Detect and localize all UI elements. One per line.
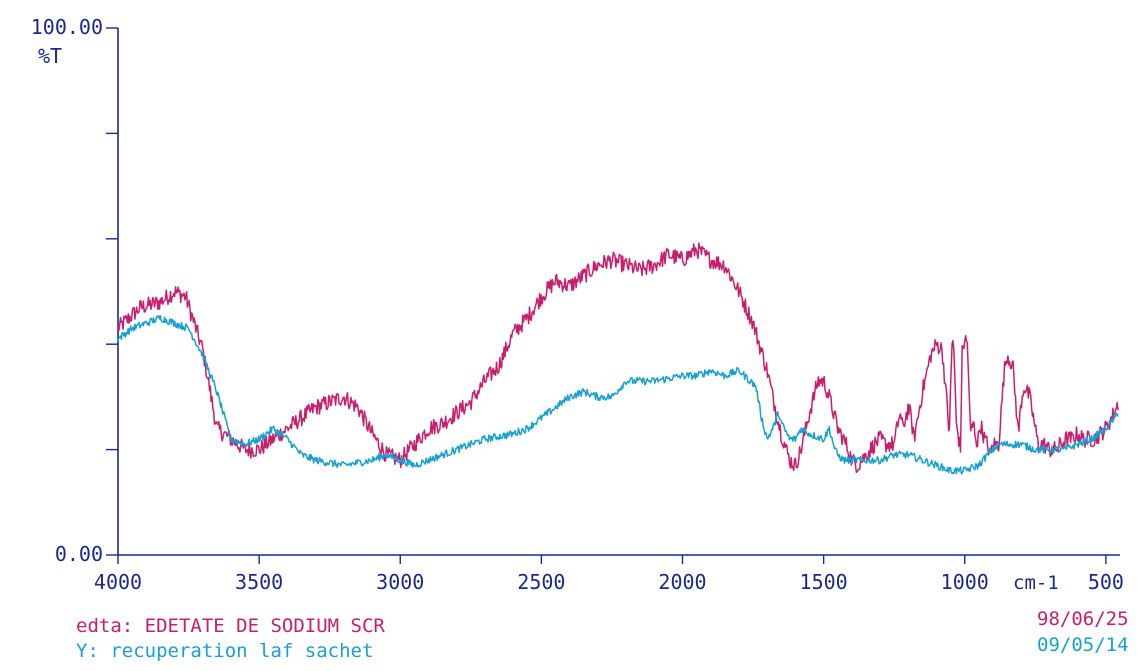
- x-axis-unit-label: cm-1: [1013, 572, 1059, 594]
- series-1-legend-label: edta: EDETATE DE SODIUM SCR: [76, 615, 385, 637]
- axis-ticks: [106, 27, 1107, 564]
- series-2-line: [117, 315, 1119, 475]
- y-tick-label-bottom: 0.00: [55, 542, 103, 566]
- axis-tick-labels: 4000 3500 3000 2500 2000 1500 1000 500 100.00 0.0…: [31, 15, 1124, 594]
- x-tick-label-1500: 1500: [800, 570, 848, 594]
- x-tick-label-2500: 2500: [517, 570, 565, 594]
- series-2-legend-label: Y: recuperation laf sachet: [76, 640, 374, 662]
- x-tick-label-3500: 3500: [235, 570, 283, 594]
- x-tick-label-3000: 3000: [376, 570, 424, 594]
- series-layer: [117, 242, 1119, 475]
- x-tick-label-4000: 4000: [94, 570, 142, 594]
- series-1-line: [117, 242, 1119, 474]
- x-tick-label-500: 500: [1088, 570, 1124, 594]
- x-tick-label-2000: 2000: [658, 570, 706, 594]
- x-tick-label-1000: 1000: [941, 570, 989, 594]
- date-1-label: 98/06/25: [1037, 608, 1129, 630]
- axes: [117, 28, 1120, 556]
- y-tick-label-top: 100.00: [31, 15, 103, 39]
- date-2-label: 09/05/14: [1037, 634, 1129, 656]
- y-axis-label: %T: [38, 44, 62, 68]
